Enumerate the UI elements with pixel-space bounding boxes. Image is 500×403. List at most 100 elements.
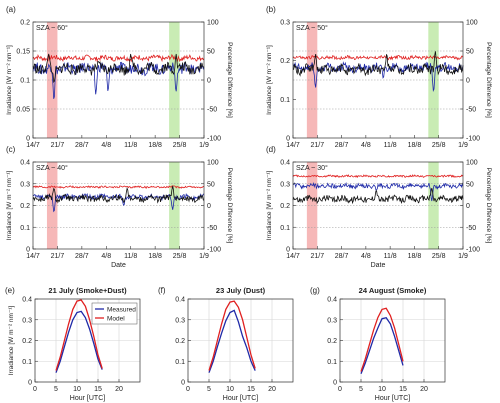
x-tick-label: 11/8	[384, 253, 397, 260]
x-tick-label: 14/7	[26, 253, 40, 260]
legend-box	[91, 302, 138, 325]
y2-tick-label: 50	[466, 49, 474, 56]
chart-panel-f: 0 0.1 0.2 0.3 0.4 0 5 10 15 20 Hour [UTC] (f) 23 Jul…	[158, 286, 294, 402]
y-tick-label: 0.1	[280, 97, 290, 104]
x-tick-label: 25/8	[173, 142, 187, 149]
x-tick-label: 15	[247, 386, 255, 393]
y2-tick-label: -100	[466, 247, 480, 254]
y-tick-label: 0.4	[22, 297, 32, 304]
y-tick-label: 0.1	[175, 359, 185, 366]
y-tick-label: 0.2	[280, 203, 290, 210]
y-tick-label: 0.4	[175, 297, 185, 304]
y-tick-label: 0.05	[16, 107, 30, 114]
y2-axis-label: Percentage Difference [%]	[485, 168, 492, 244]
y2-tick-label: 0	[466, 78, 470, 85]
y-tick-label: 0.3	[280, 181, 290, 188]
x-tick-label: 4/8	[101, 142, 111, 149]
measured-series-line	[360, 316, 404, 374]
x-axis-label: Hour [UTC]	[70, 395, 105, 402]
x-tick-label: 11/8	[124, 253, 137, 260]
x-tick-label: 10	[378, 386, 386, 393]
y-tick-label: 0.3	[327, 317, 337, 324]
measured-series-line	[208, 309, 256, 373]
x-tick-label: 1/9	[199, 253, 209, 260]
panel-letter: (f)	[158, 286, 166, 295]
x-tick-label: 14/7	[286, 142, 300, 149]
difference-series-line	[292, 188, 464, 205]
legend-label: Model	[107, 316, 125, 323]
x-tick-label: 1/9	[199, 142, 209, 149]
x-tick-label: 28/7	[75, 142, 89, 149]
y-tick-label: 0.1	[280, 225, 290, 232]
x-tick-label: 0	[33, 386, 37, 393]
y-tick-label: 0.2	[22, 338, 32, 345]
x-tick-label: 25/8	[432, 142, 446, 149]
y2-tick-label: 100	[207, 20, 219, 27]
y2-tick-label: -100	[466, 136, 480, 143]
x-tick-label: 21/7	[310, 253, 324, 260]
x-tick-label: 25/8	[173, 253, 187, 260]
x-tick-label: 15	[94, 386, 102, 393]
x-tick-label: 1/9	[458, 142, 468, 149]
model-series-line	[32, 185, 205, 189]
y-tick-label: 0	[28, 380, 32, 387]
x-tick-label: 5	[359, 386, 363, 393]
y-tick-label: 0.2	[175, 338, 185, 345]
chart-panel-e: 0 0.1 0.2 0.3 0.4 0 5 10 15 20 Irradiance [W m⁻² n…	[5, 286, 141, 402]
legend-label: Measured	[107, 307, 136, 314]
x-tick-label: 14/7	[26, 142, 40, 149]
x-tick-label: 28/7	[335, 142, 349, 149]
x-axis-label: Date	[371, 262, 386, 269]
difference-series-line	[32, 185, 205, 204]
x-tick-label: 11/8	[124, 142, 137, 149]
y-tick-label: 0	[181, 380, 185, 387]
panel-title: SZA ~ 60°	[36, 24, 68, 32]
y-axis-label: Irradiance [W m⁻² nm⁻¹]	[266, 45, 273, 115]
y-tick-label: 0.4	[280, 160, 290, 167]
y2-tick-label: 100	[466, 20, 478, 27]
chart-panel-g: 0 0.1 0.2 0.3 0.4 0 5 10 15 20 Hour [UTC] (g) 24 Aug…	[310, 286, 446, 402]
chart-panel-b: 0 0.1 0.2 0.3 -100 -50 0 50 100 Percentage Differ…	[266, 5, 492, 149]
y-axis-label: Irradiance [W m⁻² nm⁻¹]	[8, 305, 15, 375]
panel-title: 21 July (Smoke+Dust)	[48, 286, 127, 295]
y2-tick-label: -100	[207, 247, 221, 254]
y-tick-label: 0.2	[327, 338, 337, 345]
x-tick-label: 21/7	[51, 253, 65, 260]
y2-tick-label: 50	[466, 181, 474, 188]
y2-tick-label: 50	[207, 49, 215, 56]
x-tick-label: 21/7	[51, 142, 65, 149]
y2-tick-label: 0	[466, 203, 470, 210]
x-tick-label: 15	[399, 386, 407, 393]
model-series-line	[292, 174, 464, 178]
green-event-band	[428, 162, 439, 249]
chart-panel-c: 0 0.1 0.2 0.3 0.4 -100 -50 0 50 100 Percentage Dif…	[6, 145, 233, 269]
y2-tick-label: -50	[207, 107, 217, 114]
y2-tick-label: 100	[466, 160, 478, 167]
panel-letter: (g)	[310, 286, 320, 295]
y-tick-label: 0.4	[20, 160, 30, 167]
x-axis-label: Hour [UTC]	[375, 395, 410, 402]
x-tick-label: 10	[226, 386, 234, 393]
model-series-line	[55, 299, 103, 371]
x-tick-label: 28/7	[75, 253, 89, 260]
chart-panel-d: 0 0.1 0.2 0.3 0.4 -100 -50 0 50 100 Percentage Dif…	[266, 145, 492, 269]
x-tick-label: 18/8	[408, 253, 422, 260]
x-tick-label: 0	[338, 386, 342, 393]
x-tick-label: 10	[73, 386, 81, 393]
x-tick-label: 4/8	[361, 253, 371, 260]
panel-letter: (d)	[266, 145, 276, 154]
y-tick-label: 0	[286, 247, 290, 254]
x-tick-label: 21/7	[310, 142, 324, 149]
x-tick-label: 14/7	[286, 253, 300, 260]
y2-tick-label: -50	[207, 225, 217, 232]
y-tick-label: 0.3	[20, 181, 30, 188]
y-tick-label: 0	[26, 247, 30, 254]
x-tick-label: 18/8	[148, 253, 162, 260]
y-tick-label: 0.3	[280, 20, 290, 27]
y-axis-label: Irradiance [W m⁻² nm⁻¹]	[6, 45, 13, 115]
x-tick-label: 11/8	[384, 142, 397, 149]
measured-series-line	[32, 61, 205, 99]
y2-tick-label: 100	[207, 160, 219, 167]
panel-letter: (b)	[266, 5, 276, 14]
